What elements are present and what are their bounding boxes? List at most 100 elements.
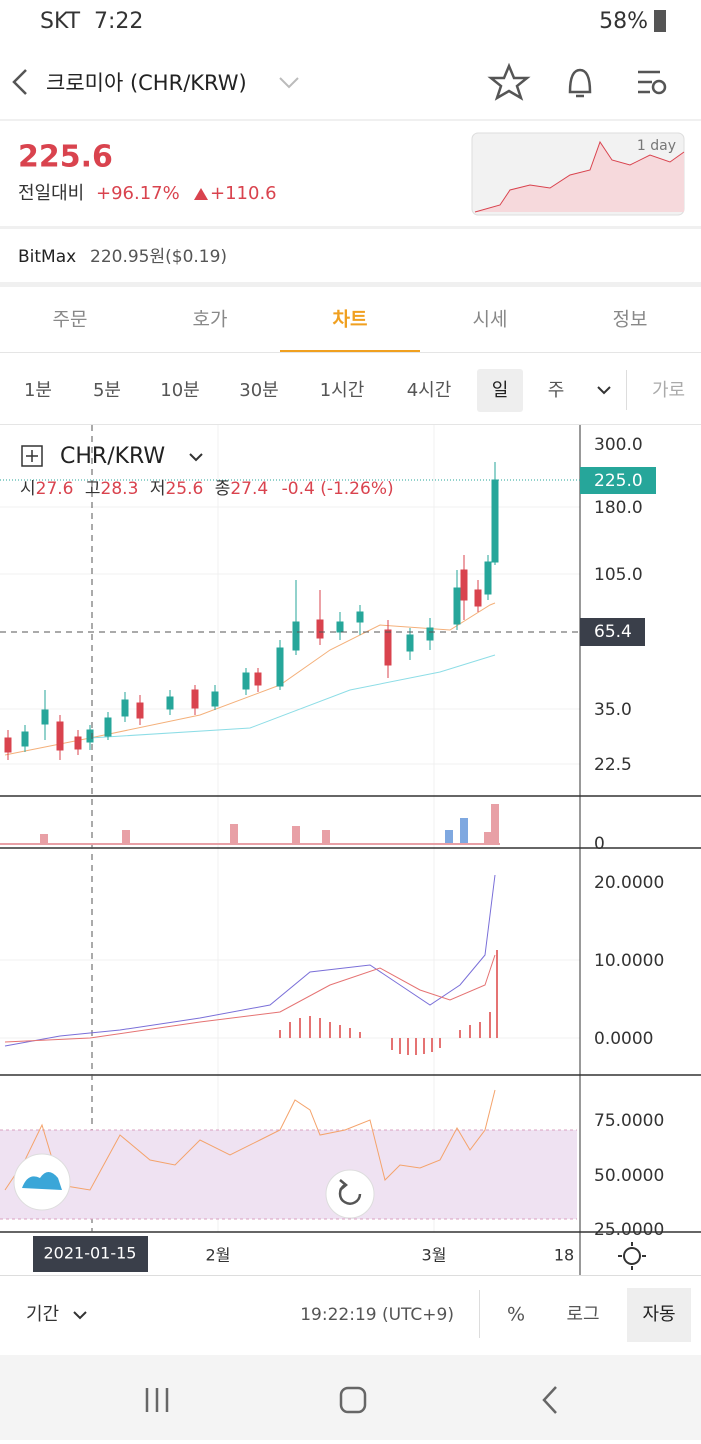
nav-back[interactable] — [542, 1386, 557, 1414]
period-dropdown[interactable] — [73, 1311, 87, 1320]
title: 크로미아 (CHR/KRW) — [46, 71, 247, 95]
dropdown[interactable] — [279, 77, 299, 89]
ohlc-change: -0.4 (-1.26%) — [282, 479, 394, 499]
crosshair-price-tag — [580, 618, 645, 646]
battery-icon — [654, 10, 666, 32]
interval[interactable]: 1시간 — [320, 380, 365, 401]
crosshair-price: 65.4 — [594, 622, 632, 642]
divider — [0, 226, 701, 229]
interval[interactable]: 주 — [548, 380, 565, 401]
x-tick-label: 2월 — [206, 1246, 231, 1265]
reset-button[interactable] — [325, 1169, 375, 1219]
y-tick-label: 25.0000 — [594, 1220, 664, 1240]
y-tick-label: 105.0 — [594, 565, 643, 585]
x-tick-label: 3월 — [422, 1246, 447, 1265]
battery: 58% — [599, 9, 648, 34]
ohlc-label: 저 — [150, 479, 166, 499]
divider — [0, 282, 701, 287]
price: 225.6 — [18, 140, 113, 175]
favorite[interactable] — [487, 62, 531, 101]
volume-bars — [0, 804, 500, 845]
macd-line — [4, 874, 496, 1047]
ma-line — [89, 654, 496, 739]
alarm[interactable] — [568, 68, 592, 98]
ma-line — [4, 602, 496, 756]
tab[interactable]: 주문 — [53, 309, 88, 331]
ohlc-value: 25.6 — [165, 479, 203, 499]
reset-icon — [338, 1179, 362, 1205]
symbol[interactable]: CHR/KRW — [60, 444, 165, 469]
gear-rays — [618, 1242, 646, 1270]
add-indicator[interactable] — [21, 445, 43, 467]
y-tick-label: 0.0000 — [594, 1029, 653, 1049]
interval-dropdown[interactable] — [597, 386, 611, 395]
y-tick-label: 75.0000 — [594, 1111, 664, 1131]
macd-histogram — [279, 950, 498, 1055]
interval[interactable]: 5분 — [93, 380, 121, 401]
interval[interactable]: 30분 — [239, 380, 278, 401]
ohlc-label: 고 — [85, 479, 101, 499]
mini-area — [475, 142, 684, 212]
interval[interactable]: 1분 — [24, 380, 52, 401]
divider — [626, 370, 627, 410]
divider — [479, 1290, 480, 1338]
auto-bg — [627, 1288, 691, 1342]
y-tick-label: 0 — [594, 834, 605, 854]
nav-recent[interactable] — [145, 1388, 169, 1412]
interval[interactable]: 10분 — [160, 380, 199, 401]
y-tick-label: 20.0000 — [594, 873, 664, 893]
tab[interactable]: 정보 — [613, 309, 648, 331]
nav-home[interactable] — [339, 1386, 367, 1414]
tab[interactable]: 시세 — [473, 309, 508, 331]
crosshair-date-tag — [33, 1236, 148, 1272]
y-tick-label: 22.5 — [594, 755, 632, 775]
ohlc-label: 종 — [215, 479, 231, 499]
percent-scale[interactable]: % — [507, 1304, 525, 1326]
exchange-price: 220.95원($0.19) — [90, 247, 227, 267]
ohlc-value: 27.4 — [230, 479, 268, 499]
carrier: SKT — [40, 9, 81, 34]
divider — [0, 119, 701, 121]
rsi-line — [4, 1089, 496, 1191]
candles — [4, 462, 499, 760]
current-price: 225.0 — [594, 471, 643, 491]
chart-settings[interactable] — [623, 1247, 641, 1265]
ohlc: 시27.6 고28.3 저25.6 종27.4 -0.4 (-1.26%) — [20, 479, 394, 499]
period[interactable]: 기간 — [26, 1304, 59, 1325]
divider — [0, 424, 701, 425]
mini-label: 1 day — [637, 138, 676, 154]
back[interactable] — [12, 69, 27, 95]
log-scale[interactable]: 로그 — [566, 1304, 599, 1325]
tab-indicator — [280, 350, 420, 353]
x-tick-label: 18 — [554, 1246, 574, 1265]
change-pct: +96.17% — [96, 183, 180, 204]
change-label: 전일대비 — [18, 183, 84, 204]
chart-area — [0, 425, 580, 1232]
y-tick-label: 35.0 — [594, 700, 632, 720]
ohlc-label: 시 — [20, 479, 36, 499]
interval-more[interactable]: 가로 — [652, 380, 685, 401]
up-icon — [194, 188, 208, 200]
nav-bar — [0, 1355, 701, 1440]
y-tick-label: 10.0000 — [594, 951, 664, 971]
ohlc-value: 27.6 — [36, 479, 74, 499]
auto-scale[interactable]: 자동 — [642, 1304, 675, 1325]
settings[interactable] — [638, 70, 660, 94]
exchange-name: BitMax — [18, 247, 76, 267]
plus — [26, 450, 38, 462]
symbol-dropdown[interactable] — [189, 453, 203, 462]
crosshair-date: 2021-01-15 — [44, 1244, 137, 1263]
ohlc-value: 28.3 — [101, 479, 139, 499]
interval-active-bg — [477, 369, 523, 412]
tab-active[interactable]: 차트 — [333, 309, 368, 331]
interval[interactable]: 4시간 — [407, 380, 452, 401]
divider — [0, 1275, 701, 1276]
divider — [0, 352, 701, 353]
current-price-tag — [580, 467, 656, 494]
interval-active[interactable]: 일 — [492, 380, 509, 401]
clock: 19:22:19 (UTC+9) — [300, 1305, 454, 1325]
tab[interactable]: 호가 — [193, 309, 228, 331]
change-abs: +110.6 — [210, 183, 277, 204]
